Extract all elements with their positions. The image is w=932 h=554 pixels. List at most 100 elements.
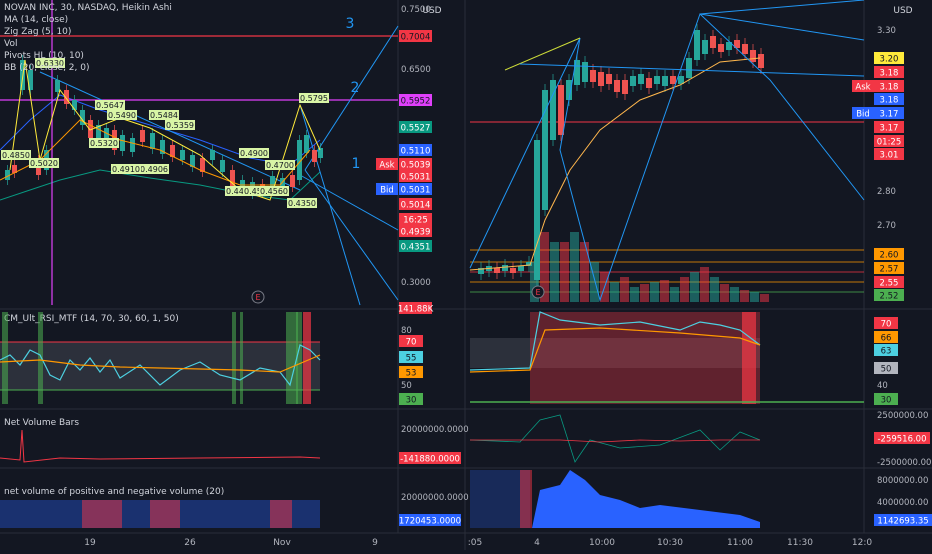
left-rsi-label-70[interactable]: 70 — [406, 338, 417, 348]
left-netvol-label[interactable]: -141880.0000 — [400, 455, 460, 465]
right-y-tick-3.30[interactable]: 3.30 — [877, 26, 896, 36]
right-rsi-label-66[interactable]: 66 — [881, 334, 892, 344]
right-x-label-4[interactable]: 11:00 — [727, 538, 753, 548]
left-rsi-label-55[interactable]: 55 — [406, 354, 417, 364]
legend-indicator-zigzag[interactable]: Zig Zag (5, 10) — [4, 27, 72, 37]
right-x-label-0[interactable]: :05 — [468, 538, 482, 548]
left-price-label-1[interactable]: 0.5952 — [401, 97, 431, 107]
pivot-label-13[interactable]: 0.4550 — [244, 187, 272, 196]
legend-indicator-bb[interactable]: BB (20, close, 2, 0) — [4, 63, 90, 73]
pivot-label-6[interactable]: 0.4850 — [2, 151, 30, 160]
left-price-label-9[interactable]: 0.4939 — [401, 228, 431, 238]
legend-symbol[interactable]: NOVAN INC, 30, NASDAQ, Heikin Ashi — [4, 3, 172, 13]
left-price-label-3[interactable]: 0.5110 — [401, 147, 431, 157]
right-price-label-0[interactable]: 3.20 — [880, 55, 899, 65]
pivot-label-5[interactable]: 0.5320 — [90, 139, 118, 148]
right-price-label-6[interactable]: 01:25 — [877, 138, 902, 148]
left-x-label-2[interactable]: Nov — [273, 538, 291, 548]
right-x-label-6[interactable]: 12:0 — [852, 538, 872, 548]
right-price-label-8[interactable]: 2.60 — [880, 251, 899, 261]
right-x-label-2[interactable]: 10:00 — [589, 538, 615, 548]
left-x-label-3[interactable]: 9 — [372, 538, 378, 548]
right-x-label-3[interactable]: 10:30 — [657, 538, 683, 548]
left-x-label-1[interactable]: 26 — [184, 538, 196, 548]
right-price-label-1[interactable]: 3.18 — [880, 69, 899, 79]
right-y-tick-2.80[interactable]: 2.80 — [877, 187, 896, 197]
wave-label-1[interactable]: 1 — [352, 156, 361, 172]
left-rsi-tick-50[interactable]: 50 — [401, 381, 412, 391]
pivot-label-12[interactable]: 0.4450 — [226, 187, 254, 196]
wave-label-2[interactable]: 2 — [351, 80, 360, 96]
left-price-label-5[interactable]: 0.5031 — [401, 173, 431, 183]
left-price-label-8[interactable]: 16:25 — [403, 216, 428, 226]
left-y-tick-0.30[interactable]: 0.3000 — [401, 278, 431, 288]
legend-indicator-vol[interactable]: Vol — [4, 39, 18, 49]
right-netvol-tick-top[interactable]: 2500000.00 — [877, 411, 928, 421]
left-netvol-tick-top[interactable]: 20000000.0000 — [401, 425, 469, 435]
left-currency-label[interactable]: USD — [422, 6, 441, 16]
left-posneg-tick-top[interactable]: 20000000.0000 — [401, 493, 469, 503]
pivot-label-15[interactable]: 0.4350 — [288, 199, 316, 208]
left-price-label-10[interactable]: 0.4351 — [401, 243, 431, 253]
right-ask-label[interactable]: Ask — [855, 83, 870, 93]
right-price-label-4[interactable]: 3.17 — [880, 110, 899, 120]
right-rsi-tick-40[interactable]: 40 — [877, 381, 888, 391]
right-bid-label[interactable]: Bid — [856, 110, 870, 120]
right-rsi-label-70[interactable]: 70 — [881, 320, 892, 330]
right-netvol-label[interactable]: -259516.00 — [877, 435, 926, 445]
left-ask-label[interactable]: Ask — [379, 161, 394, 171]
pivot-label-2[interactable]: 0.5490 — [108, 111, 136, 120]
pivot-label-16[interactable]: 0.5795 — [300, 94, 328, 103]
right-posneg-tick-mid[interactable]: 4000000.00 — [877, 498, 928, 508]
right-posneg-tick-top[interactable]: 8000000.00 — [877, 476, 928, 486]
left-rsi-label-30[interactable]: 30 — [406, 396, 417, 406]
right-price-label-3[interactable]: 3.18 — [880, 96, 899, 106]
left-price-label-4[interactable]: 0.5039 — [401, 161, 431, 171]
pivot-label-3[interactable]: 0.5484 — [150, 111, 178, 120]
left-price-label-2[interactable]: 0.5527 — [401, 124, 431, 134]
right-netvol-tick-bottom[interactable]: -2500000.00 — [877, 458, 931, 468]
wave-label-3[interactable]: 3 — [346, 16, 355, 32]
pivot-label-0[interactable]: 0.6330 — [36, 59, 64, 68]
left-x-label-0[interactable]: 19 — [84, 538, 96, 548]
right-rsi-label-50[interactable]: 50 — [881, 365, 892, 375]
left-posneg-label[interactable]: 1720453.0000 — [399, 517, 461, 527]
right-currency-label[interactable]: USD — [893, 6, 912, 16]
right-posneg-label[interactable]: 1142693.35 — [877, 517, 928, 527]
left-bid-label[interactable]: Bid — [380, 186, 394, 196]
left-rsi-label-53[interactable]: 53 — [406, 369, 417, 379]
left-price-label-0[interactable]: 0.7004 — [401, 33, 431, 43]
right-rsi-label-63[interactable]: 63 — [881, 347, 892, 357]
legend-indicator-ma[interactable]: MA (14, close) — [4, 15, 69, 25]
left-earnings-marker[interactable]: E — [255, 293, 260, 302]
left-y-tick-0.75[interactable]: 0.7500 — [401, 5, 431, 15]
pivot-label-11[interactable]: 0.4910 — [112, 165, 140, 174]
netvol-title[interactable]: Net Volume Bars — [4, 418, 79, 428]
rsi-title[interactable]: CM_Ult_RSI_MTF (14, 70, 30, 60, 1, 50) — [4, 314, 179, 324]
right-rsi-label-30[interactable]: 30 — [881, 396, 892, 406]
pivot-label-10[interactable]: 0.4906 — [140, 165, 168, 174]
pivot-label-8[interactable]: 0.4900 — [240, 149, 268, 158]
right-price-label-5[interactable]: 3.17 — [880, 124, 899, 134]
posneg-title[interactable]: net volume of positive and negative volu… — [4, 487, 224, 497]
pivot-label-4[interactable]: 0.5359 — [166, 121, 194, 130]
left-price-label-11[interactable]: 141.88K — [398, 305, 434, 315]
right-price-label-9[interactable]: 2.57 — [880, 265, 899, 275]
right-x-label-1[interactable]: 4 — [534, 538, 540, 548]
pivot-label-7[interactable]: 0.5020 — [30, 159, 58, 168]
right-earnings-marker[interactable]: E — [535, 288, 540, 297]
right-price-label-2[interactable]: 3.18 — [880, 83, 899, 93]
right-price-label-11[interactable]: 2.52 — [880, 292, 899, 302]
left-price-label-7[interactable]: 0.5014 — [401, 201, 431, 211]
pivot-label-1[interactable]: 0.5647 — [96, 101, 124, 110]
pivot-label-14[interactable]: 0.4560 — [260, 187, 288, 196]
left-rsi-tick-80[interactable]: 80 — [401, 326, 412, 336]
right-price-label-7[interactable]: 3.01 — [880, 151, 899, 161]
legend-indicator-pivots[interactable]: Pivots HL (10, 10) — [4, 51, 84, 61]
left-y-tick-0.65[interactable]: 0.6500 — [401, 65, 431, 75]
left-price-label-6[interactable]: 0.5031 — [401, 186, 431, 196]
right-price-label-10[interactable]: 2.55 — [880, 279, 899, 289]
pivot-label-9[interactable]: 0.4700 — [266, 161, 294, 170]
